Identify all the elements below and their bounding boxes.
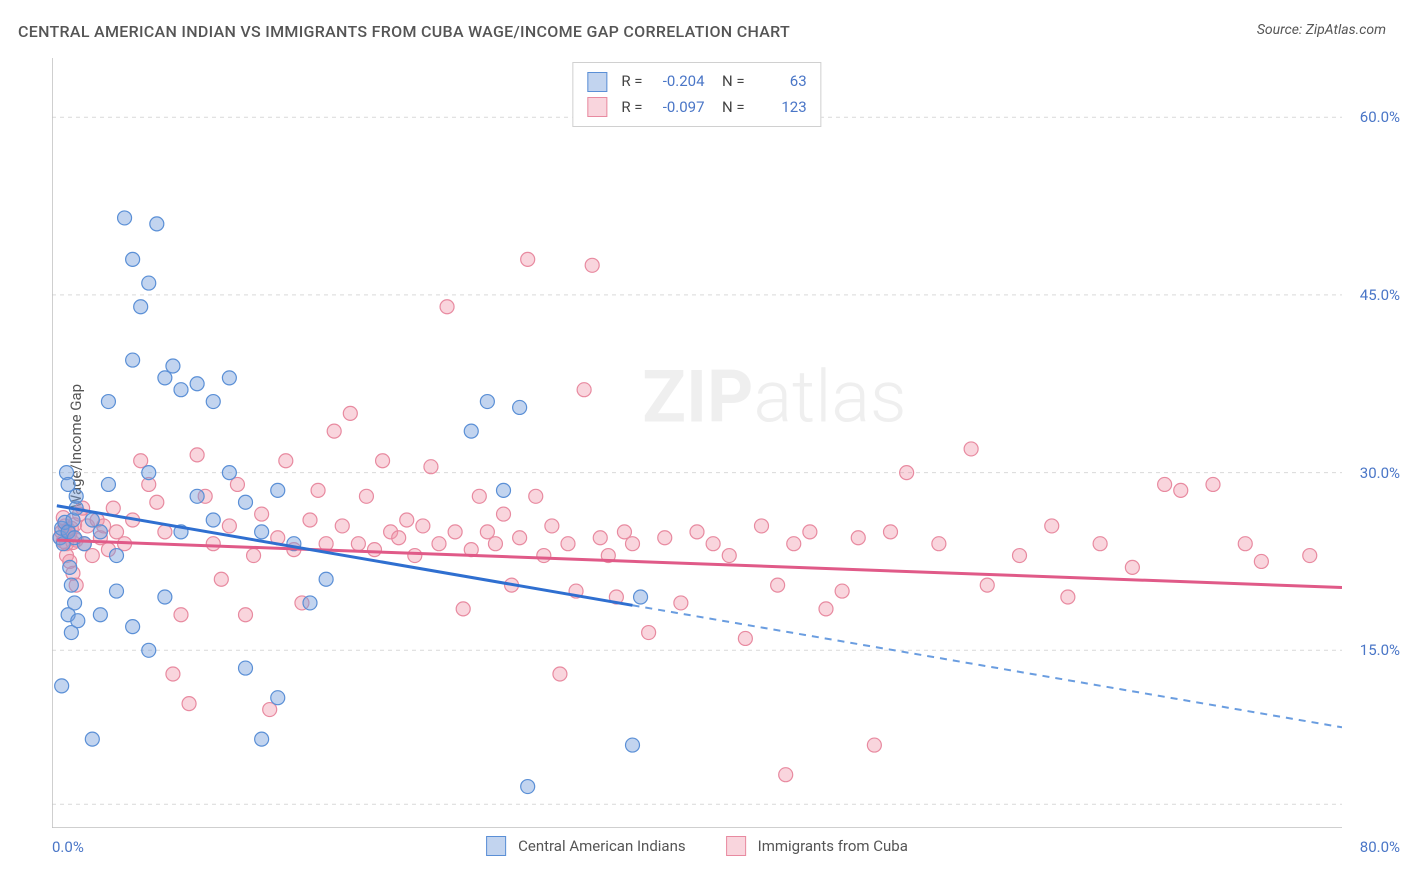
legend-item: Immigrants from Cuba (726, 836, 908, 856)
legend-r-label: R = (621, 69, 642, 95)
legend-n-value: 123 (755, 95, 807, 121)
legend-r-label: R = (621, 95, 642, 121)
legend-item: Central American Indians (486, 836, 686, 856)
swatch-icon (486, 836, 506, 856)
legend-r-value: -0.204 (653, 69, 705, 95)
y-axis-tick-label: 45.0% (1348, 286, 1400, 304)
y-axis-tick-label: 30.0% (1348, 464, 1400, 482)
legend-row-series-a: R = -0.204 N = 63 (587, 69, 806, 95)
swatch-icon (587, 72, 607, 92)
chart-canvas (52, 58, 1342, 828)
x-axis-max-label: 80.0% (1348, 838, 1400, 856)
y-axis-tick-label: 15.0% (1348, 641, 1400, 659)
series-legend: Central American Indians Immigrants from… (486, 836, 908, 856)
scatter-plot: ZIPatlas R = -0.204 N = 63 R = -0.097 N … (52, 58, 1342, 828)
correlation-legend: R = -0.204 N = 63 R = -0.097 N = 123 (572, 62, 821, 127)
source-attribution: Source: ZipAtlas.com (1257, 22, 1386, 38)
y-axis-tick-label: 60.0% (1348, 108, 1400, 126)
legend-n-label: N = (715, 95, 745, 121)
legend-row-series-b: R = -0.097 N = 123 (587, 95, 806, 121)
swatch-icon (726, 836, 746, 856)
x-axis-min-label: 0.0% (52, 838, 84, 856)
swatch-icon (587, 97, 607, 117)
legend-label: Immigrants from Cuba (758, 837, 908, 855)
chart-title: CENTRAL AMERICAN INDIAN VS IMMIGRANTS FR… (18, 22, 790, 41)
legend-n-value: 63 (755, 69, 807, 95)
legend-n-label: N = (715, 69, 745, 95)
legend-r-value: -0.097 (653, 95, 705, 121)
legend-label: Central American Indians (518, 837, 686, 855)
